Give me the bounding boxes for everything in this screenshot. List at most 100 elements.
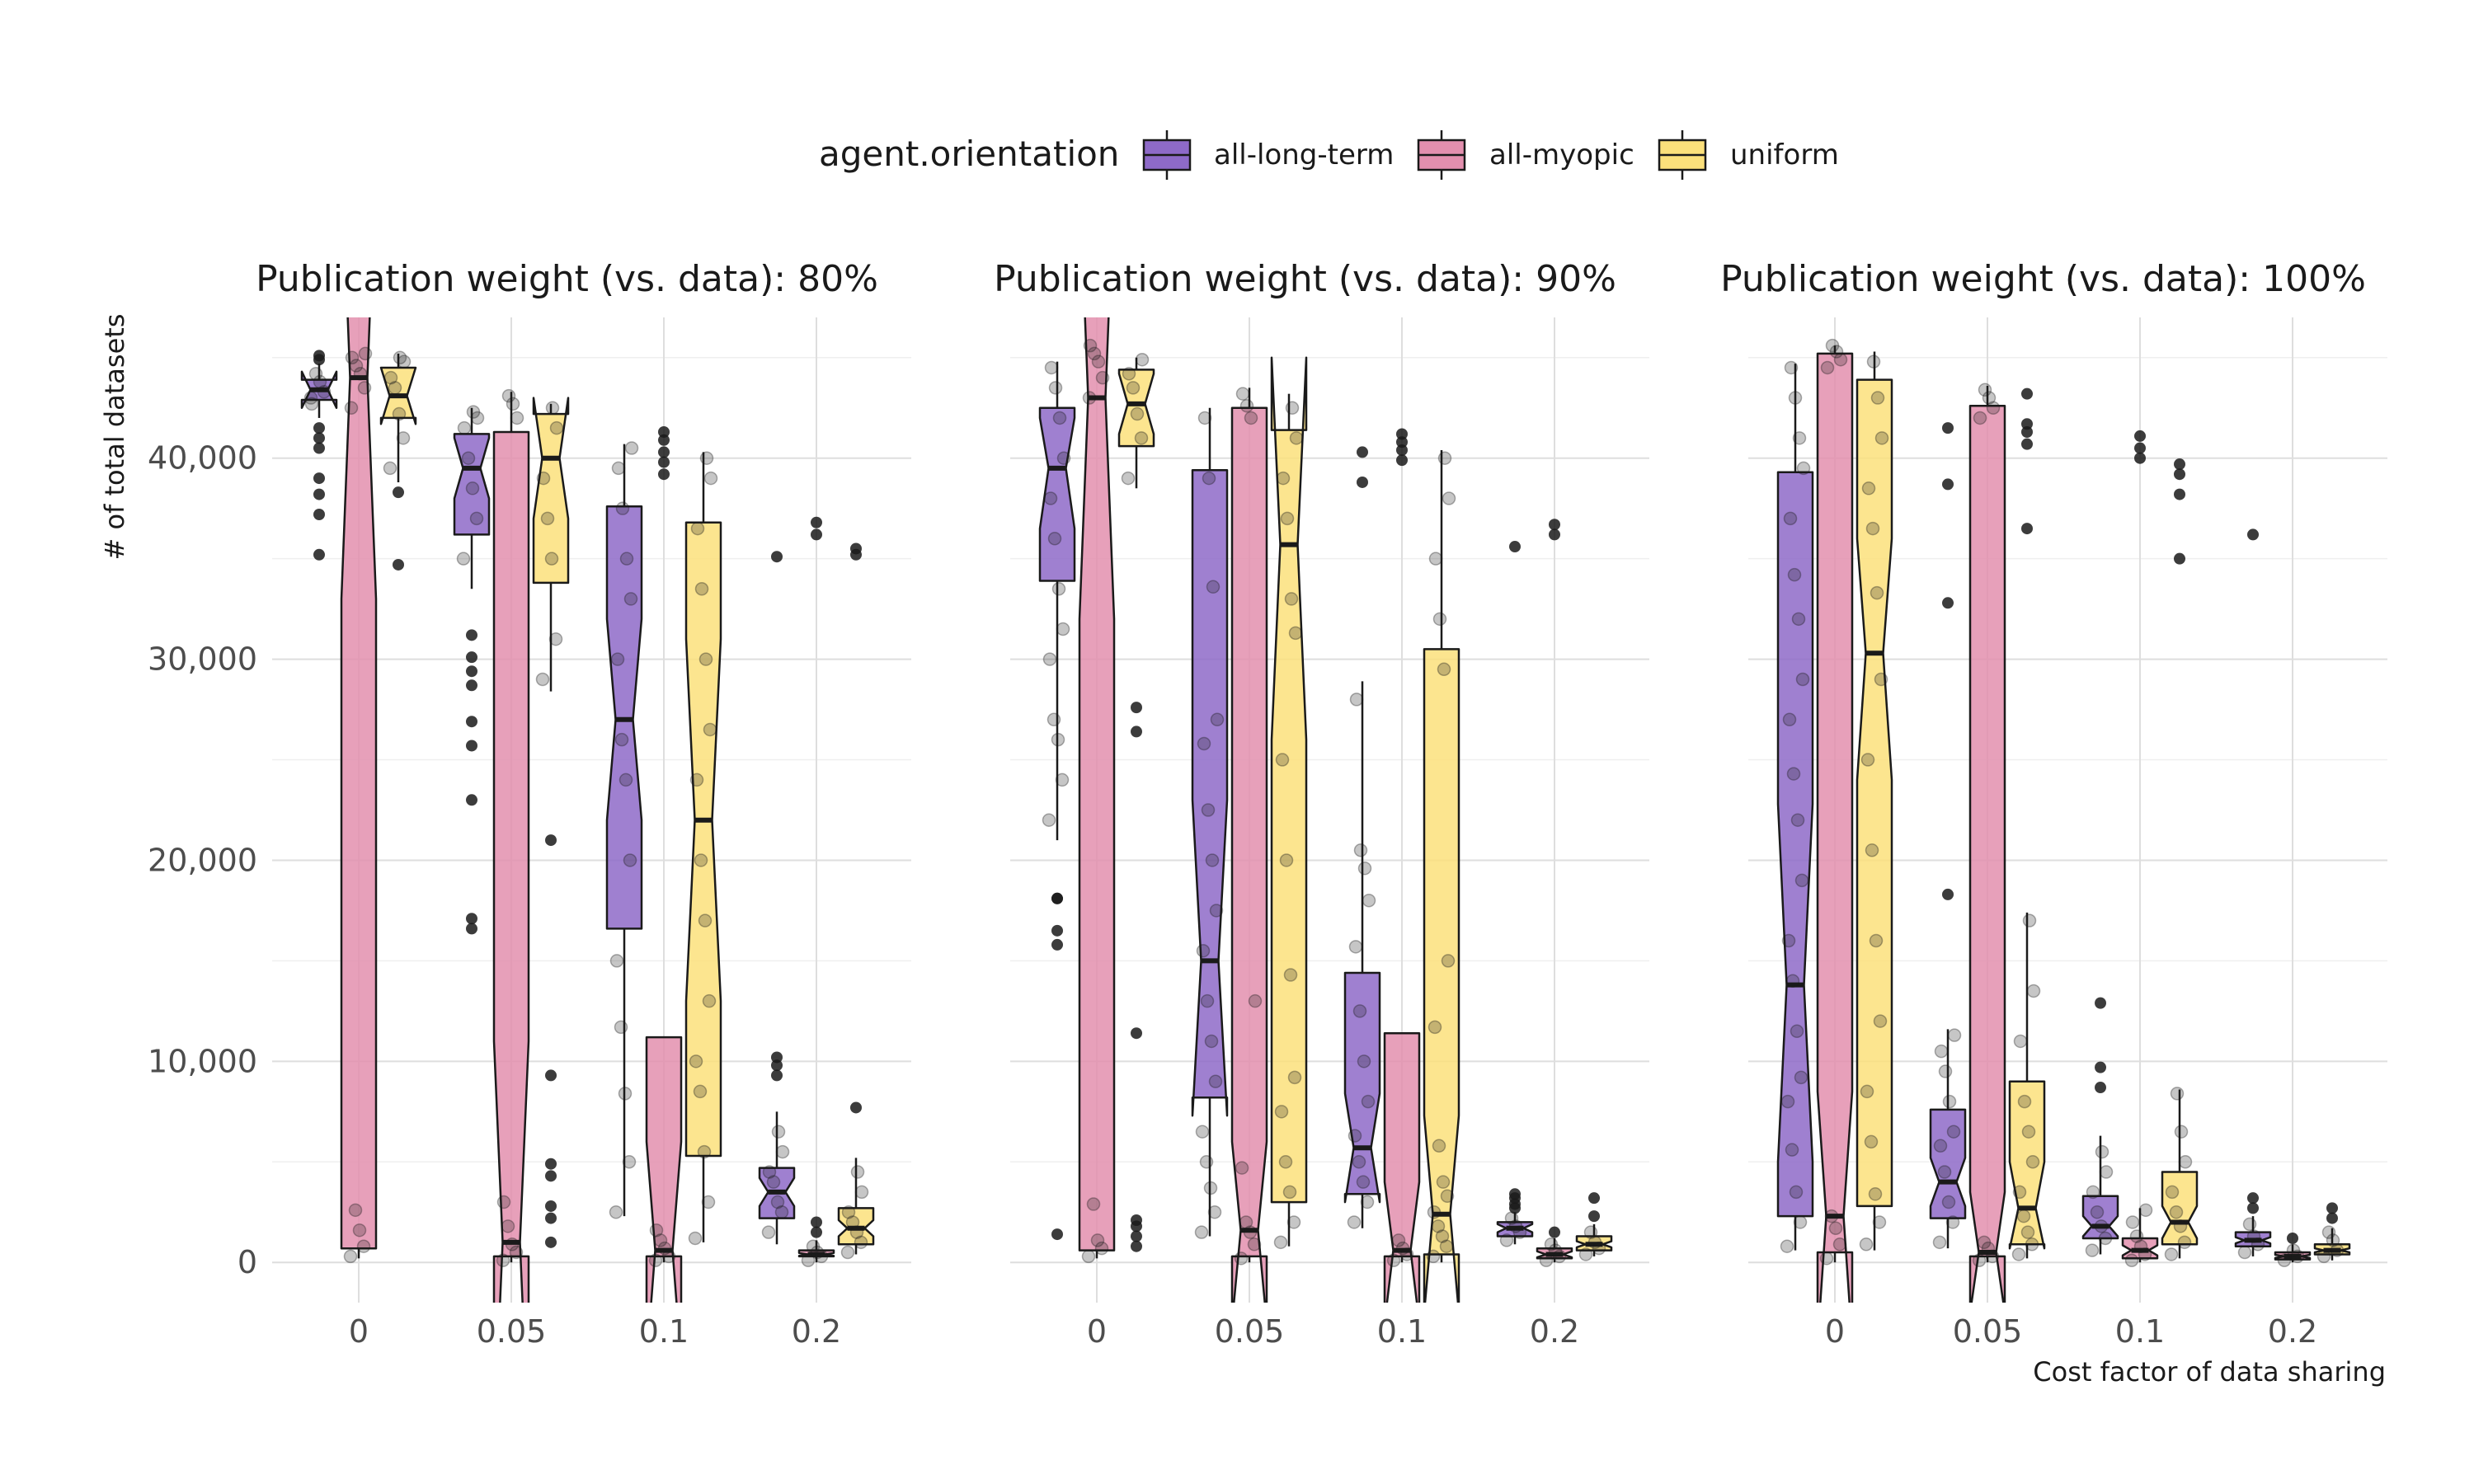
box-all_long_term-0.05 — [1191, 407, 1229, 1239]
outlier-point — [658, 468, 670, 481]
box-body — [1191, 469, 1229, 1117]
outlier-point — [850, 1101, 862, 1114]
jitter-point — [1357, 861, 1372, 876]
jitter-point — [1203, 1181, 1218, 1195]
jitter-point — [1833, 352, 1848, 367]
jitter-point — [1356, 1175, 1371, 1189]
outlier-point — [1942, 597, 1954, 609]
jitter-point — [689, 1054, 703, 1068]
jitter-point — [699, 451, 714, 465]
outlier-point — [811, 1226, 822, 1238]
jitter-point — [1051, 581, 1066, 596]
outlier-point — [2174, 458, 2185, 471]
jitter-point — [1788, 391, 1803, 405]
x-axis-title: Cost factor of data sharing — [2033, 1356, 2386, 1388]
jitter-point — [1283, 968, 1298, 982]
jitter-point — [393, 350, 407, 365]
jitter-point — [1872, 1215, 1887, 1229]
jitter-point — [623, 853, 637, 867]
box-uniform-0.1 — [2161, 458, 2199, 1261]
jitter-point — [649, 1223, 664, 1237]
jitter-point — [1047, 712, 1061, 727]
jitter-point — [536, 471, 551, 486]
box-all_long_term-0.1 — [1343, 446, 1381, 1229]
jitter-point — [2025, 1155, 2040, 1169]
outlier-point — [1131, 726, 1142, 738]
jitter-point — [501, 1219, 515, 1233]
jitter-point — [1090, 1233, 1105, 1247]
jitter-point — [1865, 843, 1879, 857]
jitter-point — [694, 853, 708, 867]
x-tick-label: 0.05 — [1953, 1313, 2023, 1350]
jitter-point — [2237, 1245, 2252, 1260]
outlier-point — [466, 629, 477, 641]
outlier-point — [313, 488, 325, 500]
panel-title: Publication weight (vs. data): 80% — [256, 258, 878, 300]
jitter-point — [1244, 411, 1258, 425]
jitter-point — [1194, 1225, 1209, 1239]
outlier-point — [545, 1212, 557, 1224]
jitter-point — [623, 592, 638, 606]
jitter-point — [1284, 592, 1299, 606]
jitter-point — [1587, 1235, 1602, 1250]
jitter-point — [1864, 1134, 1879, 1149]
box-all_myopic-0.1 — [2121, 430, 2159, 1268]
jitter-point — [2290, 1249, 2305, 1264]
outlier-point — [2134, 452, 2146, 464]
jitter-point — [457, 420, 472, 435]
jitter-point — [1592, 1241, 1606, 1256]
box-all_long_term-0.2 — [758, 551, 796, 1245]
panel-1: 0 10,000 20,000 30,000 40,000 0 0.05 0.1 0.2 Publ… — [148, 258, 911, 1350]
jitter-point — [1829, 345, 1844, 359]
jitter-point — [1362, 893, 1376, 908]
jitter-point — [1791, 612, 1806, 627]
outlier-point — [393, 558, 404, 571]
box-body — [1423, 648, 1460, 1303]
jitter-point — [1275, 753, 1290, 767]
box-uniform-0.1 — [1423, 449, 1460, 1303]
jitter-point — [303, 391, 318, 405]
jitter-point — [1399, 1247, 1414, 1261]
jitter-point — [609, 954, 624, 968]
jitter-point — [1819, 1252, 1834, 1266]
jitter-point — [1782, 712, 1797, 727]
jitter-point — [2090, 1205, 2105, 1219]
jitter-point — [2330, 1243, 2345, 1257]
outlier-point — [811, 516, 822, 528]
box-uniform-0.05 — [532, 397, 570, 1248]
jitter-point — [1347, 1215, 1362, 1229]
jitter-point — [545, 401, 560, 415]
outlier-point — [1509, 1188, 1521, 1200]
x-tick-label: 0.1 — [639, 1313, 689, 1350]
jitter-point — [465, 481, 480, 495]
legend-title: agent.orientation — [819, 134, 1119, 174]
box-body — [2161, 1171, 2199, 1246]
outlier-point — [1588, 1192, 1600, 1205]
outlier-point — [2095, 997, 2106, 1009]
outlier-point — [1131, 1027, 1142, 1040]
jitter-point — [1874, 672, 1888, 687]
outlier-point — [850, 542, 862, 555]
jitter-point — [854, 1235, 868, 1250]
outlier-point — [2174, 488, 2185, 500]
jitter-point — [388, 381, 402, 395]
jitter-point — [1946, 1125, 1961, 1139]
x-tick-label: 0.2 — [2268, 1313, 2317, 1350]
jitter-point — [1357, 1054, 1371, 1068]
jitter-point — [1783, 511, 1798, 526]
jitter-point — [510, 411, 524, 425]
jitter-point — [1273, 1235, 1288, 1250]
outlier-point — [313, 472, 325, 485]
jitter-point — [344, 401, 359, 415]
jitter-point — [1985, 1249, 2000, 1264]
jitter-point — [2011, 1247, 2026, 1261]
jitter-point — [1048, 381, 1063, 395]
jitter-point — [535, 672, 550, 687]
box-body — [1230, 406, 1268, 1303]
jitter-point — [690, 521, 705, 536]
jitter-point — [1204, 1034, 1219, 1049]
jitter-point — [1795, 672, 1810, 687]
jitter-point — [2165, 1185, 2180, 1200]
jitter-point — [1868, 1187, 1883, 1201]
jitter-point — [2174, 1125, 2189, 1139]
